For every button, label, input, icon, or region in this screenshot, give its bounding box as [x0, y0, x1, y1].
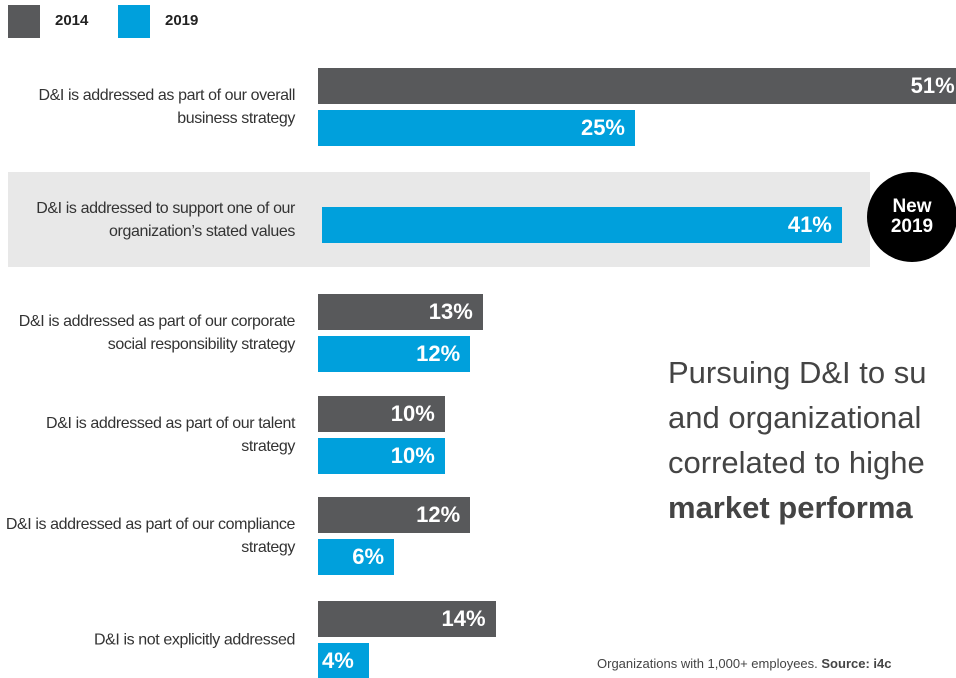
bar: 10%	[318, 438, 445, 474]
footnote: Organizations with 1,000+ employees. Sou…	[597, 656, 891, 671]
category-label: D&I is addressed as part of our overall …	[38, 87, 295, 127]
value-label: 14%	[441, 606, 486, 631]
value-label: 13%	[428, 299, 473, 324]
value-label: 6%	[352, 544, 385, 569]
source: Source: i4c	[821, 656, 892, 671]
category-label: D&I is addressed as part of our corporat…	[18, 313, 296, 353]
callout-line: market performa	[668, 490, 913, 525]
bar: 51%	[318, 68, 956, 104]
value-label: 12%	[416, 341, 461, 366]
bar: 12%	[318, 336, 471, 372]
legend-label: 2019	[165, 12, 199, 29]
legend-label: 2014	[55, 12, 89, 29]
category-label: D&I is addressed to support one of our o…	[36, 200, 295, 240]
bar: 6%	[318, 539, 395, 575]
value-label: 41%	[787, 212, 832, 237]
bar: 10%	[318, 396, 445, 432]
callout-line: Pursuing D&I to su	[668, 355, 927, 390]
value-label: 25%	[580, 115, 625, 140]
bar: 25%	[318, 110, 635, 146]
category-label: D&I is not explicitly addressed	[93, 631, 295, 649]
legend-swatch	[8, 5, 40, 38]
value-label: 51%	[910, 73, 955, 98]
callout-line: and organizational	[668, 400, 922, 435]
legend-swatch	[118, 5, 150, 38]
bar: 14%	[318, 601, 496, 637]
bar: 13%	[318, 294, 483, 330]
bar: 41%	[322, 207, 842, 243]
category-label: D&I is addressed as part of our complian…	[5, 516, 296, 556]
footnote-text: Organizations with 1,000+ employees.	[597, 656, 818, 671]
value-label: 10%	[390, 443, 435, 468]
bar: 12%	[318, 497, 471, 533]
value-label: 4%	[322, 648, 354, 673]
value-label: 12%	[416, 502, 461, 527]
value-label: 10%	[390, 401, 435, 426]
bar: 4%	[318, 643, 369, 678]
badge: New 2019	[867, 172, 956, 262]
callout-line: correlated to highe	[668, 445, 925, 480]
category-label: D&I is addressed as part of our talent s…	[46, 415, 295, 455]
callout: Pursuing D&I to su and organizational corr…	[668, 350, 926, 530]
